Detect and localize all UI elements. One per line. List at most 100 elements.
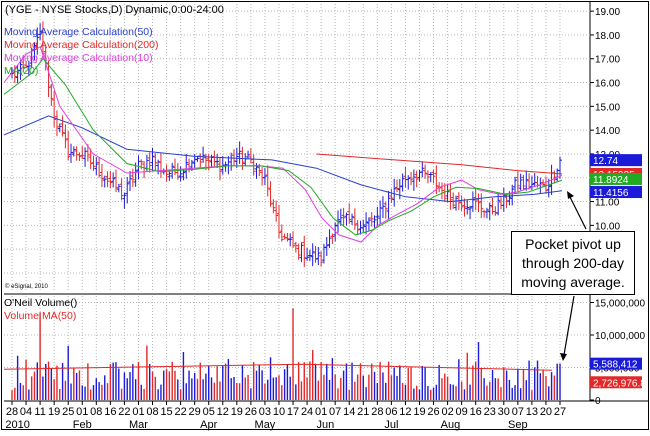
x-day-label: 15 bbox=[160, 406, 172, 418]
volume-bar bbox=[519, 388, 522, 400]
volume-bar bbox=[244, 377, 246, 400]
x-day-label: 08 bbox=[90, 406, 102, 418]
volume-bar bbox=[452, 384, 454, 400]
x-day-label: 22 bbox=[174, 406, 186, 418]
volume-bar bbox=[264, 383, 266, 400]
esignal-watermark: © eSignal, 2010 bbox=[5, 283, 48, 290]
x-day-label: 27 bbox=[554, 406, 566, 418]
volume-bar bbox=[70, 383, 72, 400]
volume-bar bbox=[238, 383, 241, 400]
moving-average-ma10 bbox=[3, 46, 563, 243]
volume-bar bbox=[81, 385, 83, 400]
volume-bar bbox=[539, 373, 542, 400]
volume-bar bbox=[224, 363, 227, 400]
volume-bar bbox=[104, 375, 106, 400]
volume-bar bbox=[227, 359, 230, 400]
volume-bar bbox=[494, 378, 497, 400]
volume-bar bbox=[444, 373, 446, 400]
price-tick-label: 16.00 bbox=[595, 79, 620, 90]
volume-bar bbox=[556, 363, 558, 400]
volume-bar bbox=[525, 380, 527, 400]
volume-bar bbox=[120, 388, 123, 400]
volume-tag-1-box bbox=[590, 376, 642, 389]
x-month-label: 2010 bbox=[5, 419, 29, 431]
legend-entry: Moving Average Calculation(10) bbox=[4, 52, 153, 64]
volume-bar bbox=[297, 362, 300, 400]
volume-bar bbox=[28, 389, 30, 400]
volume-bar bbox=[379, 361, 381, 400]
volume-bar bbox=[236, 383, 238, 400]
volume-legend-entry: Volume MA(50) bbox=[4, 310, 76, 322]
volume-bar bbox=[272, 377, 275, 400]
x-day-label: 06 bbox=[385, 406, 397, 418]
legend-entry: Moving Average Calculation(50) bbox=[4, 26, 153, 38]
x-day-label: 16 bbox=[104, 406, 116, 418]
volume-bar bbox=[500, 387, 502, 400]
x-day-label: 21 bbox=[357, 406, 369, 418]
volume-bar bbox=[545, 376, 547, 400]
volume-bar bbox=[84, 386, 86, 400]
volume-tag-1: 2,726,976.8 bbox=[593, 378, 646, 389]
legend-entry: Moving Average Calculation(200) bbox=[4, 39, 158, 51]
x-day-label: 29 bbox=[189, 406, 201, 418]
volume-bar bbox=[387, 361, 390, 400]
volume-bar bbox=[413, 388, 415, 400]
volume-bar bbox=[30, 376, 33, 400]
volume-bar bbox=[205, 373, 207, 400]
price-tick-label: 11.00 bbox=[595, 198, 620, 209]
volume-bar bbox=[16, 355, 19, 400]
volume-tick-label: 10,000,000 bbox=[595, 331, 645, 342]
volume-bar bbox=[267, 379, 269, 400]
volume-bar bbox=[356, 374, 359, 400]
volume-bar bbox=[503, 367, 505, 400]
volume-tick-label: 0 bbox=[595, 396, 601, 407]
volume-bar bbox=[306, 377, 308, 400]
volume-bar bbox=[67, 345, 69, 400]
price-tick-label: 15.00 bbox=[595, 102, 620, 113]
moving-average-ma200 bbox=[316, 153, 563, 175]
volume-bar bbox=[455, 386, 457, 400]
volume-bar bbox=[309, 361, 311, 400]
price-tick-label: 17.00 bbox=[595, 55, 620, 66]
volume-bar bbox=[340, 377, 342, 400]
volume-bar bbox=[430, 389, 432, 400]
x-day-label: 16 bbox=[470, 406, 482, 418]
volume-ma-line bbox=[3, 363, 553, 371]
x-day-label: 30 bbox=[498, 406, 510, 418]
volume-bar bbox=[14, 387, 16, 400]
volume-bar bbox=[550, 372, 553, 400]
price-tag-3-box bbox=[590, 186, 642, 199]
x-day-label: 10 bbox=[273, 406, 285, 418]
x-day-label: 12 bbox=[399, 406, 411, 418]
x-day-label: 01 bbox=[76, 406, 88, 418]
price-tag-2-box bbox=[590, 172, 642, 185]
volume-bar bbox=[233, 376, 235, 400]
volume-bar bbox=[89, 389, 92, 400]
moving-average-ma50 bbox=[3, 115, 563, 203]
volume-bar bbox=[489, 381, 491, 400]
x-day-label: 23 bbox=[484, 406, 496, 418]
volume-bar bbox=[87, 363, 89, 400]
volume-bar bbox=[415, 385, 418, 400]
volume-bar bbox=[95, 378, 98, 400]
volume-bar bbox=[213, 382, 216, 400]
x-day-label: 07 bbox=[329, 406, 341, 418]
volume-bar bbox=[542, 369, 544, 400]
x-day-label: 14 bbox=[343, 406, 355, 418]
volume-bar bbox=[396, 375, 398, 400]
volume-bar bbox=[118, 368, 120, 400]
volume-bar bbox=[393, 367, 395, 400]
x-day-label: 24 bbox=[301, 406, 313, 418]
volume-bar bbox=[328, 379, 331, 400]
volume-bar bbox=[334, 374, 336, 400]
volume-bar bbox=[39, 312, 41, 400]
x-day-label: 19 bbox=[413, 406, 425, 418]
volume-bar bbox=[269, 357, 272, 400]
volume-bar bbox=[61, 362, 64, 400]
volume-bar bbox=[185, 383, 187, 400]
x-day-label: 07 bbox=[512, 406, 524, 418]
x-month-label: Feb bbox=[73, 419, 92, 431]
x-day-label: 05 bbox=[203, 406, 215, 418]
volume-bar bbox=[132, 364, 134, 400]
